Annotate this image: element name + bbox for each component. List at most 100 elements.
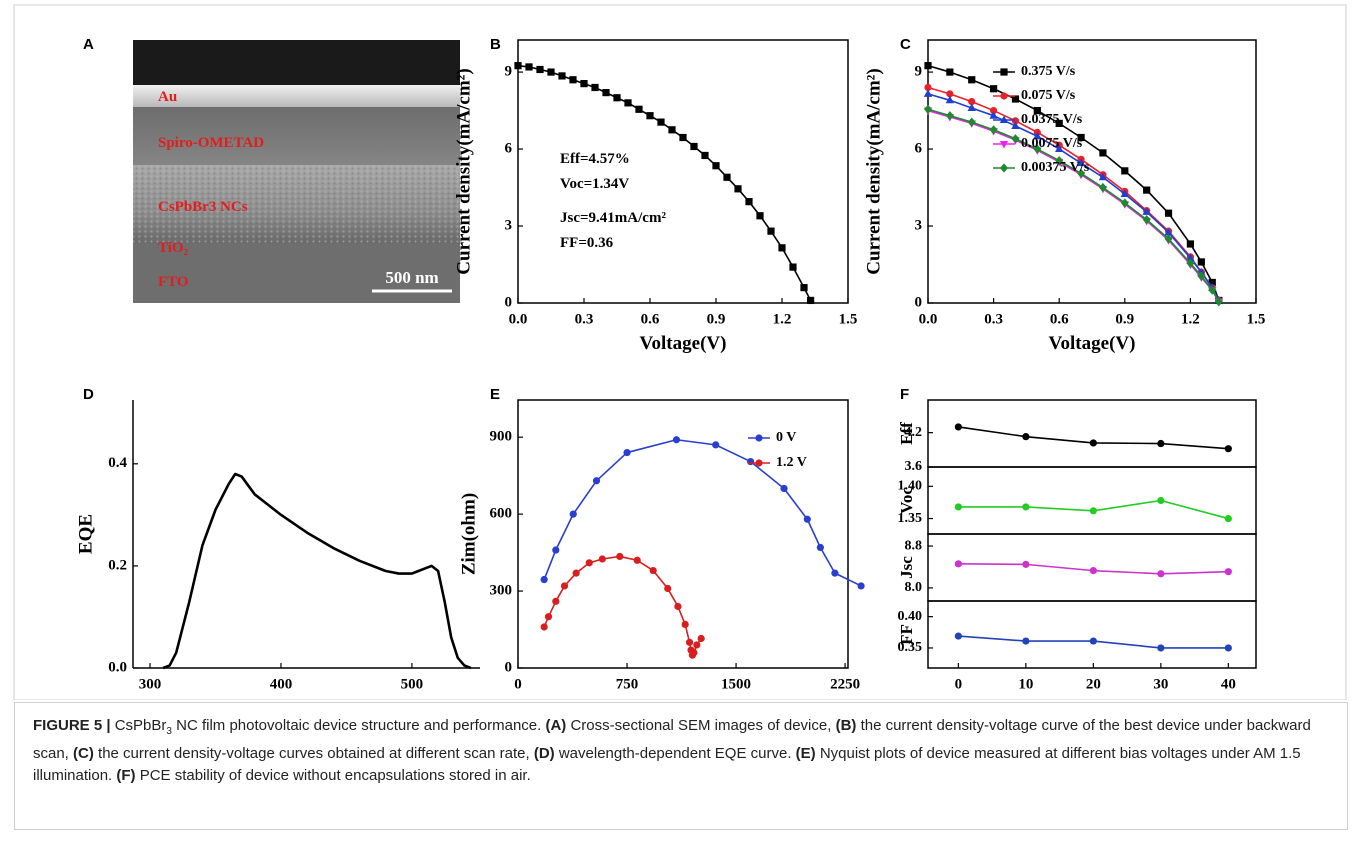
marker: [1098, 172, 1108, 181]
y-tick-label: 300: [490, 582, 513, 598]
legend-marker: [755, 459, 763, 467]
marker: [1011, 134, 1020, 144]
marker: [1208, 285, 1217, 295]
y-axis-label: Current density(mA/cm²): [863, 68, 884, 274]
marker: [807, 296, 815, 305]
marker: [657, 118, 665, 126]
sem-layer: [133, 40, 460, 85]
x-axis-label: Zre(ohm): [644, 698, 722, 700]
marker: [800, 284, 808, 292]
x-axis-label: Voltage(V): [640, 333, 727, 354]
marker: [552, 546, 560, 554]
series-line: [517, 64, 812, 301]
legend-marker: [1000, 163, 1008, 173]
x-tick-label: 30: [1153, 676, 1168, 692]
marker: [558, 72, 566, 80]
marker: [580, 80, 588, 88]
marker: [1224, 445, 1232, 453]
marker: [1224, 568, 1232, 576]
marker: [1143, 186, 1151, 194]
x-axis-label: Wavelength(nm): [239, 698, 374, 700]
marker: [560, 582, 569, 590]
marker: [1099, 149, 1107, 157]
sem-label: FTO: [158, 274, 189, 290]
marker: [954, 503, 962, 511]
marker: [1077, 168, 1086, 179]
y-tick-label: 8.0: [905, 580, 923, 595]
caption-text: (C): [73, 745, 94, 762]
legend-label: 0.00375 V/s: [1021, 160, 1090, 175]
y-axis-label: Current density(mA/cm²): [453, 68, 474, 274]
x-tick-label: 0.3: [984, 311, 1003, 327]
caption-text: NC film photovoltaic device structure an…: [171, 717, 546, 734]
annotation: FF=0.36: [560, 235, 614, 251]
marker: [1157, 496, 1165, 505]
caption-text: CsPbBr: [110, 717, 167, 734]
marker: [746, 457, 755, 466]
y-axis-label: Zim(ohm): [458, 493, 479, 575]
y-tick-label: 0.35: [898, 640, 923, 655]
figure: Au Spiro-OMETAD CsPbBr3 NCs TiO₂ FTO A 500 nm…: [13, 4, 1347, 700]
x-tick-label: 1500: [721, 676, 751, 692]
series-line: [927, 109, 1220, 303]
marker: [624, 99, 632, 107]
marker: [954, 423, 962, 431]
marker: [712, 441, 720, 449]
y-tick-label: 3: [915, 217, 923, 233]
marker: [598, 555, 606, 563]
marker: [633, 556, 641, 564]
marker: [967, 117, 976, 127]
legend-label: 0.375 V/s: [1021, 64, 1076, 79]
marker: [1224, 514, 1232, 523]
caption-text: FIGURE 5 |: [33, 717, 111, 734]
panel-letter: D: [83, 386, 94, 403]
marker: [591, 83, 599, 92]
y-axis-label: Jsc: [897, 556, 916, 579]
y-axis-label: FF: [897, 624, 916, 645]
marker: [1089, 439, 1097, 447]
scale-bar-label: 500 nm: [385, 268, 438, 287]
marker: [1120, 189, 1129, 197]
y-tick-label: 1.35: [898, 511, 923, 526]
marker: [945, 111, 954, 121]
marker: [544, 613, 553, 621]
marker: [923, 89, 933, 97]
marker: [1033, 144, 1042, 154]
marker: [1142, 215, 1151, 225]
marker: [1033, 106, 1041, 115]
x-tick-label: 500: [401, 676, 424, 692]
caption-text: wavelength-dependent EQE curve.: [554, 745, 796, 762]
marker: [1055, 119, 1063, 127]
marker: [946, 68, 954, 76]
x-axis-label: Voltage(V): [1049, 333, 1136, 354]
panel-letter: E: [490, 386, 500, 403]
marker: [789, 263, 797, 271]
marker: [1197, 271, 1206, 281]
marker: [990, 106, 998, 115]
marker: [924, 104, 932, 114]
y-tick-label: 3: [505, 217, 513, 233]
marker: [712, 162, 720, 170]
x-tick-label: 0.0: [919, 311, 938, 327]
marker: [803, 515, 811, 523]
x-tick-label: 1.5: [1247, 311, 1266, 327]
caption-text: 3: [166, 726, 172, 737]
caption-text: the current density-voltage curves obtai…: [93, 745, 534, 762]
marker: [1197, 258, 1205, 266]
marker: [674, 602, 682, 611]
marker: [1011, 95, 1020, 103]
marker: [1077, 133, 1085, 142]
marker: [946, 90, 954, 98]
marker: [924, 62, 932, 70]
marker: [552, 597, 560, 605]
marker: [690, 649, 698, 657]
marker: [1089, 567, 1097, 575]
marker: [547, 68, 555, 76]
x-tick-label: 0.9: [707, 311, 726, 327]
marker: [734, 185, 742, 193]
x-tick-label: 40: [1221, 676, 1236, 692]
marker: [816, 543, 824, 552]
y-tick-label: 9: [915, 64, 923, 80]
plot-frame: [927, 399, 1257, 468]
y-axis-label: Eff: [897, 422, 916, 445]
